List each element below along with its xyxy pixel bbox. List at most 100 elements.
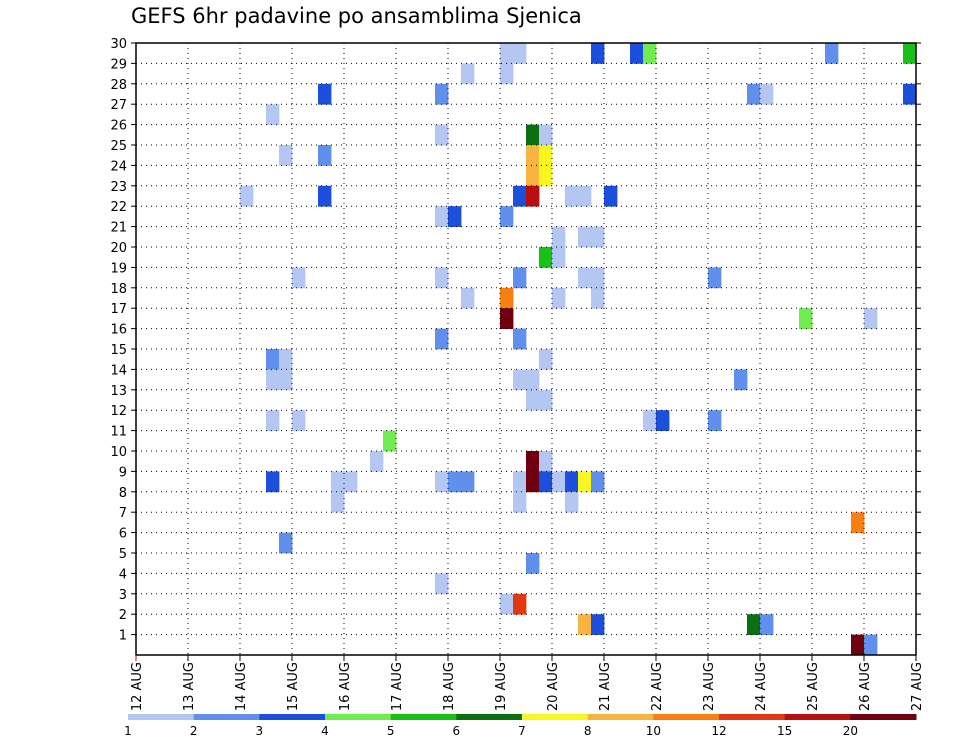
x-tick-label: 14 AUG (234, 662, 249, 711)
heat-cell (552, 226, 566, 248)
heat-cell (435, 206, 449, 227)
heat-cell (513, 491, 527, 513)
heat-cell (539, 247, 553, 268)
colorbar-swatch (784, 714, 851, 720)
y-axis: 1234567891011121314151617181920212223242… (110, 37, 921, 644)
heat-cell (513, 471, 527, 493)
y-tick-label: 16 (110, 323, 127, 338)
y-tick-label: 23 (110, 180, 127, 195)
heat-cell (266, 471, 280, 493)
colorbar-label: 20 (843, 724, 858, 738)
heat-cell (461, 471, 475, 493)
grid-layer (136, 43, 916, 655)
heat-cell (539, 124, 553, 146)
y-tick-label: 21 (110, 221, 127, 236)
heat-cell (708, 267, 722, 289)
heat-cell (539, 349, 553, 370)
cells-layer (240, 43, 917, 656)
heat-cell (500, 63, 514, 85)
y-tick-label: 19 (110, 261, 127, 276)
heat-cell (526, 389, 540, 411)
colorbar-label: 4 (321, 724, 329, 738)
heat-cell (435, 267, 449, 289)
heat-cell (903, 43, 917, 64)
y-tick-label: 29 (110, 57, 127, 72)
heat-cell (760, 83, 774, 105)
heat-cell (864, 634, 878, 656)
heat-cell (760, 614, 774, 635)
heat-cell (370, 451, 384, 472)
heat-cell (435, 83, 449, 105)
heat-cell (435, 328, 449, 350)
heat-cell (539, 451, 553, 472)
x-tick-label: 23 AUG (702, 662, 717, 711)
y-tick-label: 18 (110, 282, 127, 297)
y-tick-label: 26 (110, 119, 127, 134)
heat-cell (435, 124, 449, 146)
heat-cell (591, 471, 605, 493)
colorbar-label: 10 (646, 724, 661, 738)
y-tick-label: 4 (119, 567, 127, 582)
x-tick-label: 13 AUG (182, 662, 197, 711)
y-tick-label: 22 (110, 200, 127, 215)
colorbar-swatch (653, 714, 720, 720)
heat-cell (656, 410, 670, 431)
heat-cell (864, 308, 878, 329)
heat-cell (539, 145, 553, 166)
heat-cell (539, 165, 553, 187)
heat-cell (500, 43, 514, 64)
y-tick-label: 20 (110, 241, 127, 256)
y-tick-label: 1 (119, 629, 127, 644)
x-tick-label: 19 AUG (494, 662, 509, 711)
heat-cell (565, 491, 579, 513)
heat-cell (591, 267, 605, 289)
heat-cell (266, 369, 280, 391)
colorbar-label: 2 (190, 724, 198, 738)
heat-cell (851, 512, 865, 533)
y-tick-label: 14 (110, 363, 127, 378)
heat-cell (279, 349, 293, 370)
colorbar-label: 12 (711, 724, 726, 738)
heat-cell (643, 410, 657, 431)
heat-cell (331, 471, 345, 493)
x-tick-label: 24 AUG (754, 662, 769, 711)
heat-cell (578, 185, 592, 207)
heat-cell (526, 124, 540, 146)
heat-cell (799, 308, 813, 329)
heat-cell (292, 410, 306, 431)
heat-cell (630, 43, 644, 64)
colorbar-label: 15 (777, 724, 792, 738)
heat-cell (526, 471, 540, 493)
heat-cell (500, 206, 514, 227)
colorbar-swatch (522, 714, 589, 720)
heat-cell (526, 553, 540, 574)
y-tick-label: 10 (110, 445, 127, 460)
y-tick-label: 28 (110, 78, 127, 93)
x-tick-label: 20 AUG (546, 662, 561, 711)
heat-cell (825, 43, 839, 64)
x-tick-label: 17 AUG (390, 662, 405, 711)
heat-cell (318, 185, 332, 207)
heat-cell (552, 471, 566, 493)
heat-cell (279, 145, 293, 166)
colorbar-label: 3 (256, 724, 264, 738)
heat-cell (565, 185, 579, 207)
colorbar-label: 5 (387, 724, 395, 738)
heat-cell (591, 43, 605, 64)
heat-cell (331, 491, 345, 513)
colorbar-swatch (128, 714, 195, 720)
heat-cell (500, 287, 514, 309)
heat-cell (266, 410, 280, 431)
heat-cell (552, 287, 566, 309)
heat-cell (708, 410, 722, 431)
x-tick-label: 25 AUG (806, 662, 821, 711)
x-axis: 12 AUG 13 AUG 14 AUG 15 AUG 16 AUG 17 AUG 18 A… (130, 655, 925, 711)
x-tick-label: 27 AUG (910, 662, 925, 711)
x-tick-label: 15 AUG (286, 662, 301, 711)
y-tick-label: 6 (119, 527, 127, 542)
x-tick-label: 12 AUG (130, 662, 145, 711)
colorbar-label: 6 (453, 724, 461, 738)
heat-cell (539, 471, 553, 493)
heat-cell (513, 328, 527, 350)
heat-cell (513, 185, 527, 207)
